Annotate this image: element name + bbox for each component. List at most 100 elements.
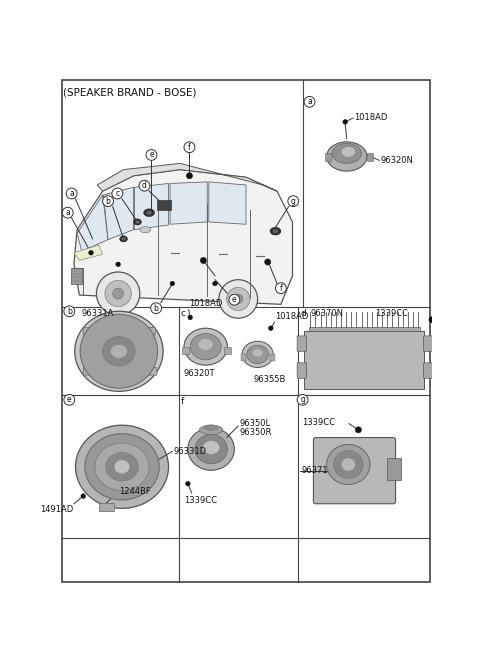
Ellipse shape <box>135 220 139 224</box>
Circle shape <box>355 427 361 433</box>
FancyBboxPatch shape <box>83 327 91 335</box>
Text: a: a <box>65 208 70 217</box>
Ellipse shape <box>326 445 370 485</box>
Text: f: f <box>181 398 184 407</box>
Text: b: b <box>106 197 110 205</box>
Text: c: c <box>181 309 186 318</box>
Ellipse shape <box>326 142 367 171</box>
Text: 96320N: 96320N <box>380 156 413 165</box>
Text: e: e <box>232 295 237 304</box>
Text: 96371: 96371 <box>302 466 328 475</box>
Ellipse shape <box>204 425 218 430</box>
Circle shape <box>103 195 113 207</box>
Ellipse shape <box>80 314 157 388</box>
Ellipse shape <box>252 348 263 357</box>
Ellipse shape <box>247 345 268 363</box>
Circle shape <box>170 281 175 286</box>
Text: 96350L: 96350L <box>239 419 270 428</box>
Polygon shape <box>97 163 277 191</box>
FancyBboxPatch shape <box>182 346 189 354</box>
FancyBboxPatch shape <box>240 354 246 361</box>
Ellipse shape <box>242 341 273 367</box>
Text: 1244BF: 1244BF <box>119 487 151 496</box>
FancyBboxPatch shape <box>423 363 433 379</box>
Ellipse shape <box>114 460 130 474</box>
Ellipse shape <box>75 311 163 392</box>
Circle shape <box>151 303 162 314</box>
Text: d: d <box>142 181 147 190</box>
Circle shape <box>288 195 299 207</box>
FancyBboxPatch shape <box>99 503 114 510</box>
Circle shape <box>146 150 157 160</box>
Ellipse shape <box>103 337 135 366</box>
FancyBboxPatch shape <box>157 200 171 210</box>
Text: g: g <box>300 396 305 404</box>
Circle shape <box>200 257 206 264</box>
Text: g: g <box>291 197 296 205</box>
Circle shape <box>116 262 120 266</box>
FancyBboxPatch shape <box>309 327 420 331</box>
Ellipse shape <box>121 237 125 240</box>
FancyBboxPatch shape <box>313 438 396 504</box>
Circle shape <box>184 142 195 153</box>
Ellipse shape <box>184 328 228 365</box>
Ellipse shape <box>95 443 149 491</box>
Text: 96370N: 96370N <box>311 309 343 318</box>
Polygon shape <box>134 184 168 230</box>
FancyBboxPatch shape <box>367 154 373 161</box>
Circle shape <box>213 281 217 286</box>
Text: 96320T: 96320T <box>184 369 216 378</box>
FancyBboxPatch shape <box>147 327 156 335</box>
Circle shape <box>113 288 123 299</box>
Ellipse shape <box>200 425 223 434</box>
Circle shape <box>89 251 93 255</box>
FancyBboxPatch shape <box>297 363 306 379</box>
Text: 96350R: 96350R <box>239 428 271 437</box>
Text: 1018AD: 1018AD <box>355 113 388 123</box>
Circle shape <box>186 173 192 179</box>
Text: 96355B: 96355B <box>254 375 286 384</box>
Circle shape <box>304 96 315 107</box>
Text: 1339CC: 1339CC <box>375 309 408 318</box>
FancyBboxPatch shape <box>325 154 331 161</box>
Ellipse shape <box>334 451 363 478</box>
Polygon shape <box>103 188 133 239</box>
Text: 1491AD: 1491AD <box>40 504 73 514</box>
Circle shape <box>264 259 271 265</box>
FancyBboxPatch shape <box>304 331 424 389</box>
Ellipse shape <box>120 236 127 242</box>
Text: e: e <box>149 150 154 159</box>
Text: a: a <box>307 97 312 106</box>
Ellipse shape <box>133 219 142 225</box>
Circle shape <box>219 279 258 318</box>
Ellipse shape <box>110 344 127 358</box>
Text: b: b <box>154 304 158 313</box>
Text: b: b <box>67 307 72 316</box>
Text: c: c <box>115 189 120 198</box>
FancyBboxPatch shape <box>387 459 401 480</box>
Circle shape <box>297 394 308 405</box>
Polygon shape <box>77 195 108 251</box>
FancyBboxPatch shape <box>224 346 230 354</box>
Text: d: d <box>300 309 306 318</box>
Text: 1339CC: 1339CC <box>302 418 335 426</box>
Text: a: a <box>69 189 74 198</box>
Ellipse shape <box>85 434 159 500</box>
Ellipse shape <box>144 209 155 216</box>
Ellipse shape <box>273 229 278 233</box>
FancyBboxPatch shape <box>270 354 276 361</box>
Polygon shape <box>170 182 207 224</box>
Circle shape <box>276 283 286 293</box>
Circle shape <box>188 315 192 319</box>
FancyBboxPatch shape <box>149 367 157 375</box>
Text: (SPEAKER BRAND - BOSE): (SPEAKER BRAND - BOSE) <box>63 87 197 97</box>
Ellipse shape <box>190 334 221 359</box>
Ellipse shape <box>140 226 151 233</box>
Circle shape <box>96 272 140 315</box>
Text: f: f <box>188 143 191 152</box>
Circle shape <box>234 295 243 304</box>
Circle shape <box>139 180 150 191</box>
Ellipse shape <box>341 146 355 157</box>
Circle shape <box>343 119 348 124</box>
Circle shape <box>227 287 250 310</box>
